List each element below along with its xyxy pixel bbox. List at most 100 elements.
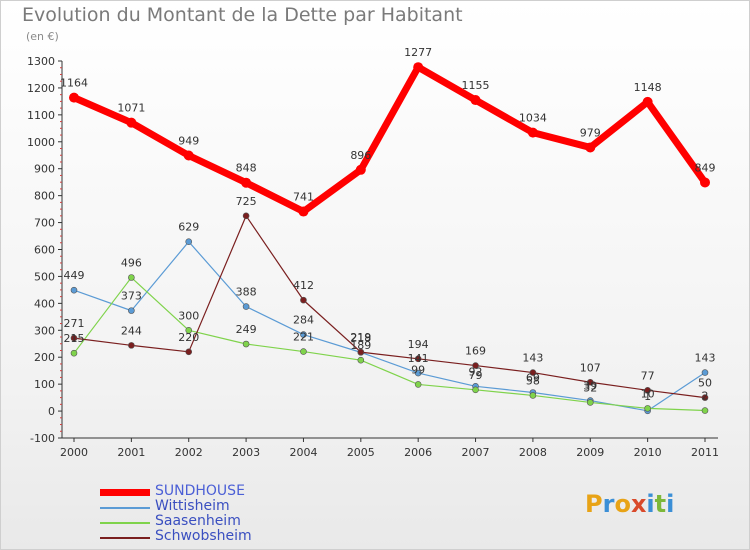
- data-label: 32: [583, 381, 597, 394]
- data-label: 496: [121, 257, 142, 270]
- data-point: [700, 177, 710, 188]
- y-tick-label: 300: [34, 324, 55, 337]
- data-label: 1155: [462, 79, 490, 92]
- data-label: 629: [178, 221, 199, 234]
- series-line-schwobsheim: [73, 215, 706, 399]
- data-point: [470, 95, 481, 106]
- data-label: 412: [293, 279, 314, 292]
- data-label: 99: [411, 363, 425, 376]
- y-tick-label: 1200: [27, 82, 55, 95]
- data-label: 1: [644, 390, 651, 403]
- data-point: [242, 340, 250, 348]
- data-label: 141: [408, 352, 429, 365]
- x-tick-label: 2002: [175, 446, 203, 459]
- data-label: 1277: [404, 46, 432, 59]
- data-label: 1034: [519, 112, 547, 125]
- data-label: 271: [64, 317, 85, 330]
- data-point: [642, 96, 653, 107]
- y-tick-label: 600: [34, 244, 55, 257]
- x-tick-label: 2008: [519, 446, 547, 459]
- x-tick-label: 2005: [347, 446, 375, 459]
- data-label: 218: [350, 331, 371, 344]
- data-point: [69, 92, 79, 103]
- data-point: [701, 394, 709, 401]
- data-point: [586, 399, 594, 406]
- data-label: 949: [178, 135, 199, 148]
- data-point: [586, 378, 594, 386]
- data-point: [701, 407, 709, 414]
- legend-swatch: [100, 507, 150, 509]
- data-label: 725: [236, 195, 257, 208]
- data-label: 169: [465, 345, 486, 358]
- legend-swatch: [100, 522, 150, 524]
- data-point: [357, 356, 365, 364]
- data-point: [242, 303, 250, 310]
- chart-series: [69, 62, 710, 415]
- legend-swatch: [100, 537, 150, 539]
- data-point: [70, 286, 78, 294]
- data-label: 848: [236, 162, 257, 175]
- y-tick-label: 500: [34, 270, 55, 283]
- data-point: [414, 381, 422, 388]
- data-label: 215: [64, 332, 85, 345]
- data-label: 741: [293, 191, 314, 204]
- chart-title: Evolution du Montant de la Dette par Hab…: [22, 4, 463, 26]
- data-point: [644, 387, 651, 394]
- data-point: [185, 348, 193, 356]
- legend-label: SUNDHOUSE: [155, 483, 245, 499]
- y-tick-label: 900: [34, 163, 55, 176]
- data-point: [70, 349, 78, 357]
- data-label: 373: [121, 290, 142, 303]
- data-label: 1148: [634, 81, 662, 94]
- data-label: 449: [64, 269, 85, 282]
- data-point: [585, 142, 596, 153]
- data-label: 77: [641, 369, 655, 382]
- y-tick-label: 800: [34, 190, 55, 203]
- data-label: 244: [121, 324, 142, 337]
- y-tick-label: 1300: [27, 55, 55, 68]
- data-point: [529, 392, 537, 399]
- data-label: 92: [469, 365, 483, 378]
- data-label: 2: [702, 390, 709, 403]
- data-point: [472, 362, 479, 369]
- y-tick-label: 1000: [27, 136, 55, 149]
- legend-item: Saasenheim: [100, 513, 360, 530]
- data-point: [242, 212, 250, 220]
- data-label: 50: [698, 377, 712, 390]
- data-point: [185, 238, 193, 245]
- legend-label: Saasenheim: [155, 513, 241, 529]
- data-label: 1071: [117, 102, 145, 115]
- data-label: 58: [526, 374, 540, 387]
- x-tick-label: 2011: [691, 446, 719, 459]
- y-tick-label: 1100: [27, 109, 55, 122]
- data-point: [414, 355, 422, 363]
- x-tick-label: 2004: [289, 446, 317, 459]
- data-label: 979: [580, 126, 601, 139]
- data-point: [128, 307, 135, 314]
- x-tick-label: 2001: [117, 446, 145, 459]
- data-label: 143: [695, 352, 716, 365]
- data-label: 79: [469, 369, 483, 382]
- y-tick-label: 400: [34, 297, 55, 310]
- x-tick-label: 2009: [576, 446, 604, 459]
- data-label: 39: [583, 380, 597, 393]
- data-label: 221: [293, 331, 314, 344]
- legend-swatch: [100, 489, 150, 496]
- y-tick-label: 200: [34, 351, 55, 364]
- data-point: [414, 369, 422, 377]
- data-label: 189: [350, 339, 371, 352]
- x-tick-label: 2006: [404, 446, 432, 459]
- legend-label: Schwobsheim: [155, 528, 252, 544]
- data-point: [185, 326, 193, 334]
- x-tick-label: 2010: [634, 446, 662, 459]
- x-tick-label: 2000: [60, 446, 88, 459]
- data-point: [126, 117, 137, 128]
- data-label: 194: [408, 338, 429, 351]
- x-tick-label: 2007: [462, 446, 490, 459]
- data-point: [241, 177, 252, 188]
- data-point: [413, 62, 424, 73]
- chart-unit-label: (en €): [26, 30, 59, 43]
- data-point: [300, 331, 307, 338]
- data-label: 849: [695, 161, 716, 174]
